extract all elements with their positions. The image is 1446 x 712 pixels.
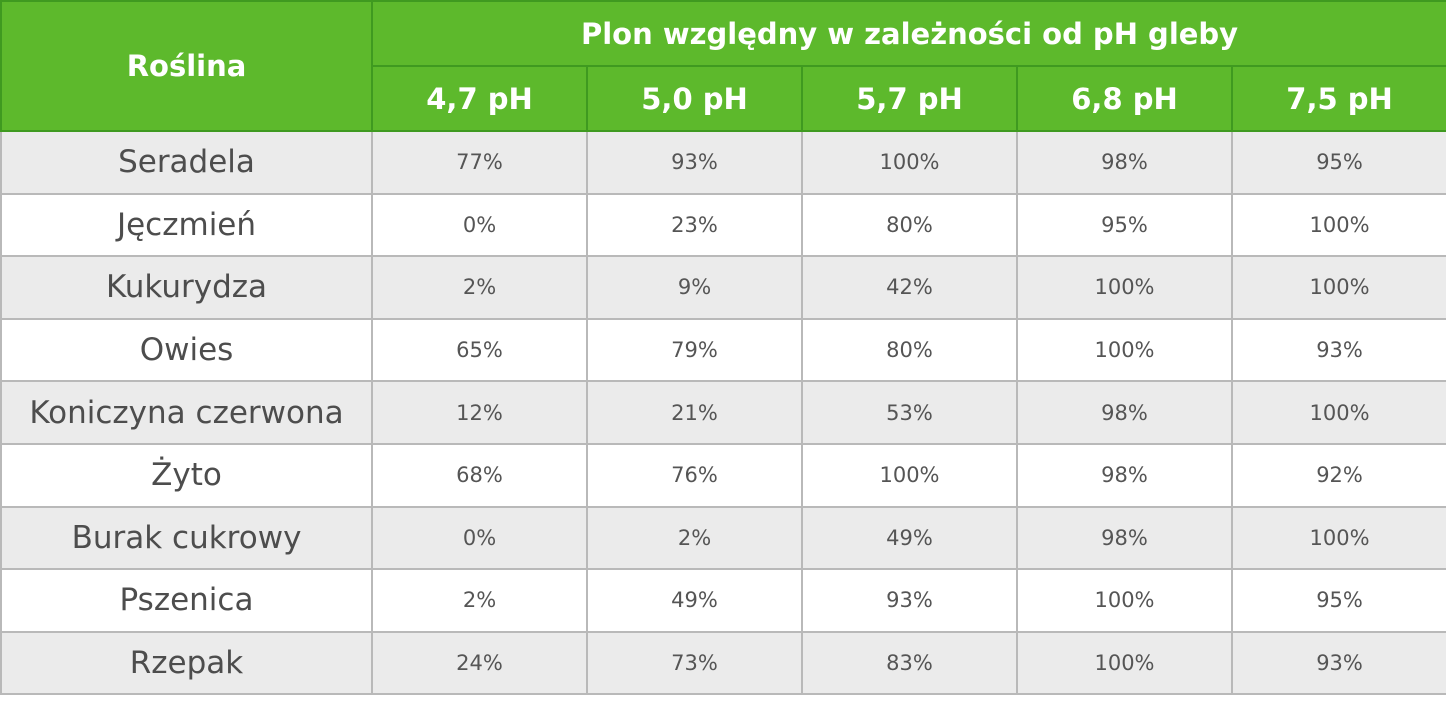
yield-value-cell: 95% xyxy=(1230,568,1446,633)
yield-value-cell: 93% xyxy=(1230,317,1446,383)
plant-name-cell: Kukurydza xyxy=(0,255,373,320)
yield-value-cell: 76% xyxy=(586,442,803,508)
yield-value-cell: 100% xyxy=(1016,317,1233,383)
plant-name-cell: Koniczyna czerwona xyxy=(0,380,373,445)
yield-value-cell: 93% xyxy=(1230,630,1446,696)
yield-value-cell: 92% xyxy=(1230,442,1446,508)
plant-name-cell: Owies xyxy=(0,317,373,383)
table-row: Koniczyna czerwona 12% 21% 53% 98% 100% xyxy=(0,380,1446,445)
yield-value-cell: 79% xyxy=(586,317,803,383)
table-body: Seradela 77% 93% 100% 98% 95% Jęczmień 0% 23% 80%… xyxy=(0,130,1446,696)
yield-value-cell: 65% xyxy=(371,317,588,383)
yield-value-cell: 83% xyxy=(801,630,1018,696)
yield-value-cell: 42% xyxy=(801,255,1018,320)
table-row: Seradela 77% 93% 100% 98% 95% xyxy=(0,130,1446,195)
yield-value-cell: 53% xyxy=(801,380,1018,445)
yield-value-cell: 100% xyxy=(1016,568,1233,633)
plant-name-cell: Żyto xyxy=(0,442,373,508)
yield-value-cell: 95% xyxy=(1016,192,1233,258)
yield-value-cell: 98% xyxy=(1016,442,1233,508)
yield-value-cell: 98% xyxy=(1016,380,1233,445)
yield-value-cell: 49% xyxy=(801,505,1018,571)
yield-value-cell: 100% xyxy=(801,130,1018,195)
yield-value-cell: 100% xyxy=(1230,380,1446,445)
yield-value-cell: 68% xyxy=(371,442,588,508)
yield-value-cell: 93% xyxy=(801,568,1018,633)
yield-value-cell: 95% xyxy=(1230,130,1446,195)
yield-value-cell: 98% xyxy=(1016,505,1233,571)
plant-name-cell: Jęczmień xyxy=(0,192,373,258)
yield-value-cell: 49% xyxy=(586,568,803,633)
ph-column-header: 4,7 pH xyxy=(371,65,588,132)
table-row: Jęczmień 0% 23% 80% 95% 100% xyxy=(0,192,1446,258)
table-row: Rzepak 24% 73% 83% 100% 93% xyxy=(0,630,1446,696)
yield-value-cell: 2% xyxy=(586,505,803,571)
yield-value-cell: 93% xyxy=(586,130,803,195)
relative-yield-group-header: Plon względny w zależności od pH gleby xyxy=(370,0,1446,67)
yield-value-cell: 100% xyxy=(1016,630,1233,696)
yield-value-cell: 9% xyxy=(586,255,803,320)
yield-value-cell: 21% xyxy=(586,380,803,445)
yield-value-cell: 100% xyxy=(1230,505,1446,571)
yield-value-cell: 100% xyxy=(1230,192,1446,258)
yield-value-cell: 80% xyxy=(801,317,1018,383)
yield-value-cell: 23% xyxy=(586,192,803,258)
plant-column-header: Roślina xyxy=(0,0,373,132)
table-header: Roślina Plon względny w zależności od pH… xyxy=(0,0,1446,132)
yield-value-cell: 0% xyxy=(371,192,588,258)
yield-value-cell: 24% xyxy=(371,630,588,696)
table-row: Pszenica 2% 49% 93% 100% 95% xyxy=(0,568,1446,633)
ph-column-header: 6,8 pH xyxy=(1016,65,1233,132)
yield-value-cell: 100% xyxy=(801,442,1018,508)
ph-column-header: 5,0 pH xyxy=(586,65,803,132)
yield-value-cell: 100% xyxy=(1230,255,1446,320)
table-row: Żyto 68% 76% 100% 98% 92% xyxy=(0,442,1446,508)
yield-value-cell: 80% xyxy=(801,192,1018,258)
yield-value-cell: 12% xyxy=(371,380,588,445)
plant-name-cell: Seradela xyxy=(0,130,373,195)
yield-value-cell: 2% xyxy=(371,255,588,320)
yield-value-cell: 73% xyxy=(586,630,803,696)
ph-column-header: 7,5 pH xyxy=(1230,65,1446,132)
yield-value-cell: 0% xyxy=(371,505,588,571)
table-row: Owies 65% 79% 80% 100% 93% xyxy=(0,317,1446,383)
table-row: Burak cukrowy 0% 2% 49% 98% 100% xyxy=(0,505,1446,571)
plant-name-cell: Pszenica xyxy=(0,568,373,633)
yield-value-cell: 77% xyxy=(371,130,588,195)
yield-value-cell: 2% xyxy=(371,568,588,633)
crop-yield-ph-table: Roślina Plon względny w zależności od pH… xyxy=(0,0,1446,696)
yield-value-cell: 100% xyxy=(1016,255,1233,320)
table-row: Kukurydza 2% 9% 42% 100% 100% xyxy=(0,255,1446,320)
ph-column-header: 5,7 pH xyxy=(801,65,1018,132)
yield-value-cell: 98% xyxy=(1016,130,1233,195)
plant-name-cell: Rzepak xyxy=(0,630,373,696)
plant-name-cell: Burak cukrowy xyxy=(0,505,373,571)
